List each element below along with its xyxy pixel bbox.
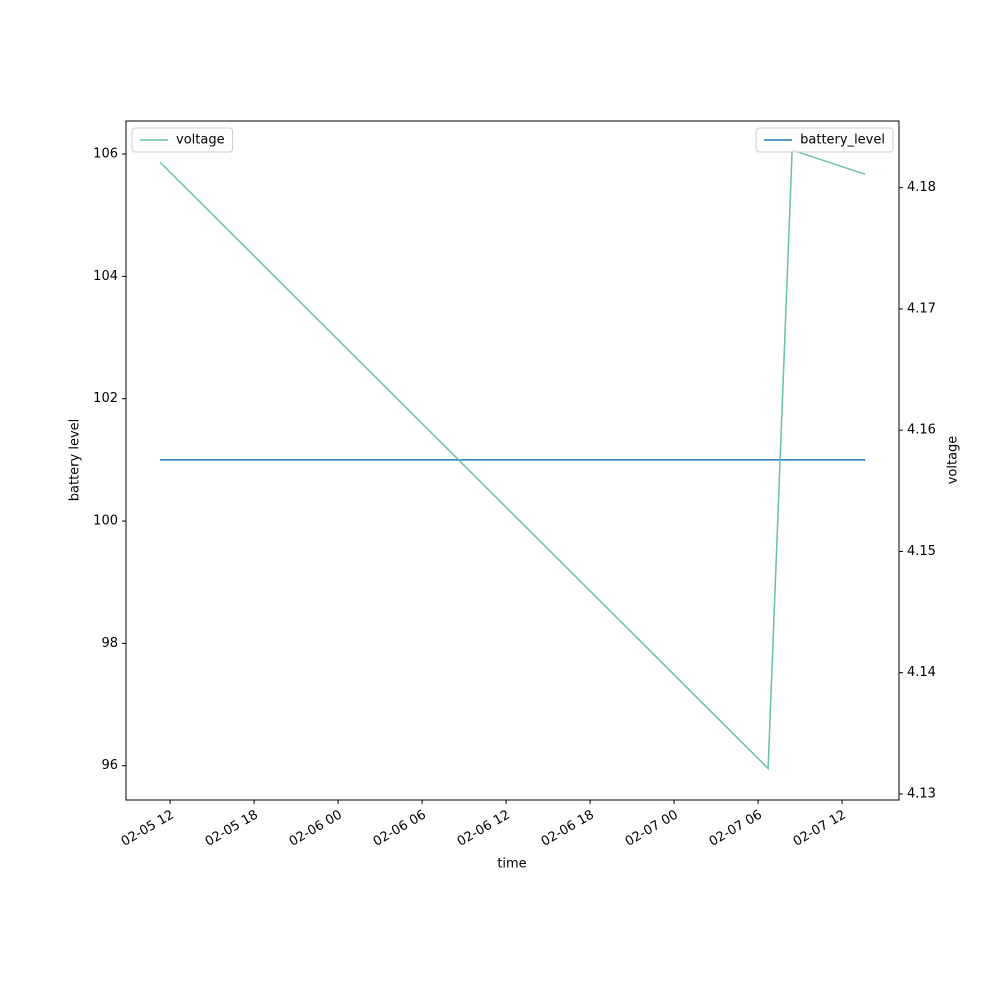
legend-box — [755, 127, 894, 153]
y2-tick-label: 4.13 — [907, 786, 936, 801]
y2-tick-label: 4.18 — [907, 180, 936, 195]
legend: voltage — [131, 127, 234, 153]
legend-label: voltage — [176, 133, 225, 148]
y-tick-label: 96 — [101, 758, 118, 773]
y-axis-label: battery level — [68, 419, 83, 502]
x-tick-label: 02-05 18 — [203, 808, 261, 850]
y-tick-label: 104 — [93, 269, 118, 284]
x-tick-label: 02-07 06 — [707, 808, 765, 850]
y2-axis-label: voltage — [946, 436, 961, 485]
legend-box — [131, 127, 234, 153]
y2-tick-label: 4.16 — [907, 423, 936, 438]
y-tick-label: 102 — [93, 391, 118, 406]
x-tick-label: 02-07 12 — [791, 808, 849, 850]
x-tick-label: 02-06 06 — [371, 808, 429, 850]
x-tick-label: 02-06 00 — [287, 808, 345, 850]
x-tick-label: 02-07 00 — [623, 808, 681, 850]
x-tick-label: 02-06 18 — [539, 808, 597, 850]
y-tick-label: 100 — [93, 514, 118, 529]
x-tick-label: 02-05 12 — [119, 808, 177, 850]
legend: battery_level — [755, 127, 894, 153]
y2-tick-label: 4.15 — [907, 544, 936, 559]
x-tick-label: 02-06 12 — [455, 808, 513, 850]
series-line — [159, 149, 866, 771]
y2-tick-label: 4.14 — [907, 665, 936, 680]
y-tick-label: 106 — [93, 147, 118, 162]
legend-label: battery_level — [800, 133, 885, 148]
plot-frame — [125, 120, 900, 801]
x-axis-label: time — [497, 857, 526, 872]
y2-tick-label: 4.17 — [907, 301, 936, 316]
y-tick-label: 98 — [101, 636, 118, 651]
